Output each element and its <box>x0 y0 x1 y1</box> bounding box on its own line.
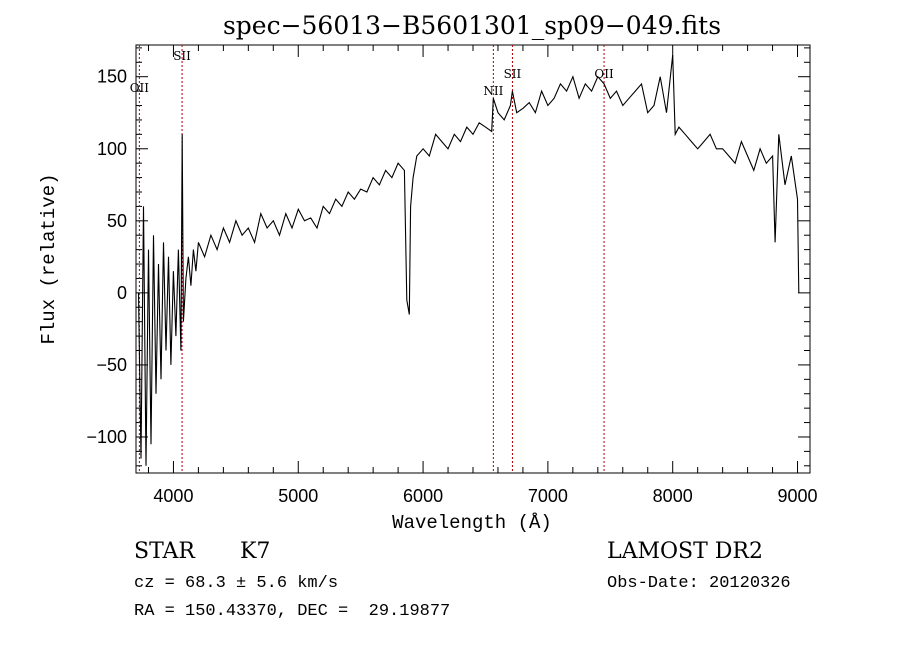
emission-line-label: NII <box>483 84 503 98</box>
y-tick-label: 0 <box>117 283 127 303</box>
x-tick-label: 7000 <box>528 486 568 506</box>
y-tick-label: −50 <box>96 355 127 375</box>
emission-line-label: SII <box>173 49 191 63</box>
x-tick-label: 9000 <box>777 486 817 506</box>
chart-title: spec−56013−B5601301_sp09−049.fits <box>223 11 721 40</box>
y-tick-label: 100 <box>97 139 127 159</box>
class-label: STAR <box>134 539 195 564</box>
emission-line-label: SII <box>504 67 522 81</box>
coordinates-line: RA = 150.43370, DEC = 29.19877 <box>134 602 451 621</box>
y-axis-label: Flux (relative) <box>38 173 60 344</box>
spectrum-line <box>137 55 800 466</box>
x-axis-label: Wavelength (Å) <box>392 512 552 534</box>
emission-line-label: OII <box>594 67 614 81</box>
plot-frame <box>135 44 811 474</box>
obs-date: Obs-Date: 20120326 <box>607 574 791 593</box>
axis-ticks: 4000 5000 6000 7000 8000 9000 −100 −50 0 50 100 150 <box>86 45 818 506</box>
y-tick-label: 150 <box>97 67 127 87</box>
spectrum-chart: spec−56013−B5601301_sp09−049.fits 4000 50… <box>38 11 818 534</box>
survey-label: LAMOST DR2 <box>607 539 763 564</box>
emission-line-label: OII <box>130 81 150 95</box>
x-tick-label: 5000 <box>278 486 318 506</box>
x-tick-label: 8000 <box>653 486 693 506</box>
y-tick-label: −100 <box>86 427 127 447</box>
x-tick-label: 4000 <box>153 486 193 506</box>
redshift-line: cz = 68.3 ± 5.6 km/s <box>134 574 339 593</box>
x-tick-label: 6000 <box>403 486 443 506</box>
subclass-label: K7 <box>240 539 271 564</box>
y-tick-label: 50 <box>107 211 127 231</box>
